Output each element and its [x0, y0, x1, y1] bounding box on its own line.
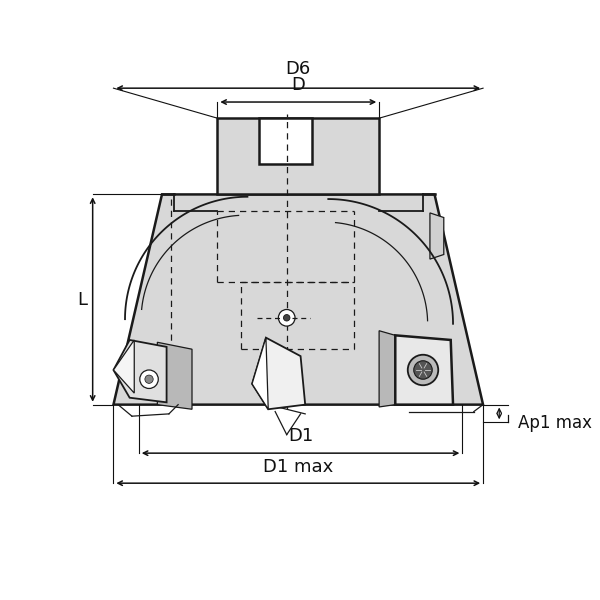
Polygon shape [379, 331, 395, 407]
Polygon shape [252, 338, 268, 409]
Text: D6: D6 [286, 60, 311, 78]
Polygon shape [395, 335, 453, 404]
Polygon shape [157, 342, 192, 409]
Circle shape [283, 314, 290, 321]
Text: D1: D1 [288, 427, 313, 445]
Polygon shape [259, 118, 312, 164]
Circle shape [414, 361, 432, 379]
Polygon shape [113, 340, 167, 403]
Circle shape [408, 355, 438, 385]
Circle shape [140, 370, 158, 388]
Polygon shape [113, 340, 134, 393]
Polygon shape [430, 213, 444, 259]
Polygon shape [252, 338, 305, 409]
Polygon shape [217, 118, 379, 194]
Text: L: L [77, 290, 88, 308]
Circle shape [278, 310, 295, 326]
Polygon shape [113, 194, 483, 404]
Text: D1 max: D1 max [263, 458, 334, 476]
Circle shape [145, 375, 153, 383]
Text: Ap1 max: Ap1 max [518, 413, 592, 431]
Text: D: D [292, 76, 305, 94]
